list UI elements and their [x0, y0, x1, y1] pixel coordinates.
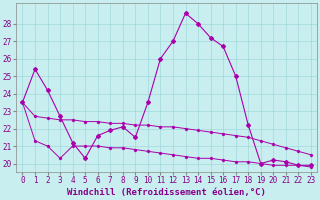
X-axis label: Windchill (Refroidissement éolien,°C): Windchill (Refroidissement éolien,°C) [67, 188, 266, 197]
